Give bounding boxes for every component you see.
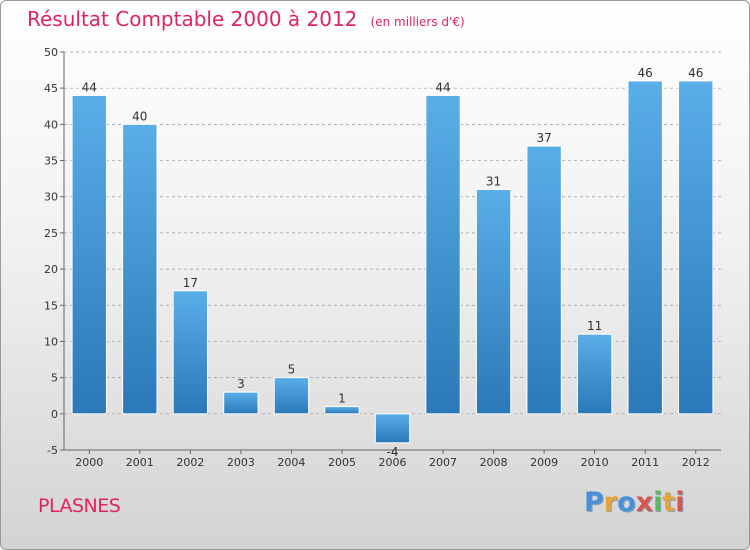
x-tick-label-2000: 2000 <box>75 456 103 469</box>
x-tick-label-2008: 2008 <box>480 456 508 469</box>
x-tick-label-2005: 2005 <box>328 456 356 469</box>
gridlines <box>64 51 721 451</box>
logo-letter: i <box>653 487 663 518</box>
bar-2004 <box>273 377 310 415</box>
bar-2005 <box>324 406 360 415</box>
bar-2000 <box>71 94 107 415</box>
x-tick-label-2002: 2002 <box>176 456 204 469</box>
title-block: Résultat Comptable 2000 à 2012 (en milli… <box>27 7 465 31</box>
town-name: PLASNES <box>38 495 121 517</box>
y-tick-label: 45 <box>44 82 58 95</box>
data-label-2011: 46 <box>638 66 653 80</box>
bar-2008 <box>475 188 512 415</box>
x-tick-label-2006: 2006 <box>379 456 407 469</box>
data-label-2009: 37 <box>536 131 551 145</box>
data-label-2001: 40 <box>132 109 147 123</box>
bar-2006 <box>374 413 411 444</box>
data-label-2000: 44 <box>82 80 97 94</box>
logo-letter: r <box>603 487 618 518</box>
y-tick-label: 0 <box>51 408 58 421</box>
labels: 44 40 17 3 5 1 -4 44 31 37 11 46 46 <box>82 66 704 459</box>
bars <box>71 80 714 444</box>
x-tick-label-2001: 2001 <box>126 456 154 469</box>
y-tick-label: 15 <box>44 299 58 312</box>
y-tick-label: 10 <box>44 335 58 348</box>
data-label-2005: 1 <box>338 392 346 406</box>
y-tick-label: -5 <box>47 444 58 457</box>
chart-units: (en milliers d'€) <box>370 15 465 29</box>
bar-2001 <box>122 123 158 415</box>
logo-letter: P <box>584 487 604 518</box>
data-label-2007: 44 <box>435 80 450 94</box>
bar-2003 <box>223 391 259 415</box>
chart-title: Résultat Comptable 2000 à 2012 <box>27 7 358 31</box>
y-tick-label: 5 <box>51 372 58 385</box>
x-tick-label-2011: 2011 <box>631 456 659 469</box>
x-tick-label-2003: 2003 <box>227 456 255 469</box>
x-tick-label-2007: 2007 <box>429 456 457 469</box>
data-label-2008: 31 <box>486 174 501 188</box>
bar-2009 <box>526 145 562 415</box>
logo-letter: o <box>617 487 636 518</box>
data-label-2010: 11 <box>587 319 602 333</box>
logo-letter: i <box>675 487 685 518</box>
data-label-2003: 3 <box>237 377 245 391</box>
y-tick-label: 40 <box>44 118 58 131</box>
x-tick-label-2004: 2004 <box>277 456 305 469</box>
bar-2007 <box>425 94 461 415</box>
logo-letter: t <box>662 487 676 518</box>
x-tick-label-2010: 2010 <box>581 456 609 469</box>
data-label-2002: 17 <box>183 276 198 290</box>
bar-2002 <box>172 290 209 415</box>
y-tick-label: 25 <box>44 227 58 240</box>
data-label-2012: 46 <box>688 66 703 80</box>
x-tick-label-2009: 2009 <box>530 456 558 469</box>
bar-2010 <box>576 333 613 415</box>
bar-2011 <box>627 80 663 415</box>
proxiti-logo[interactable]: Proxiti <box>584 487 685 518</box>
y-tick-label: 20 <box>44 263 58 276</box>
y-tick-label: 35 <box>44 155 58 168</box>
data-label-2006: -4 <box>387 445 399 459</box>
y-tick-label: 50 <box>44 46 58 59</box>
bar-2012 <box>678 80 714 415</box>
x-tick-label-2012: 2012 <box>682 456 710 469</box>
logo-letter: x <box>635 487 654 518</box>
y-tick-label: 30 <box>44 191 58 204</box>
data-label-2004: 5 <box>288 363 296 377</box>
